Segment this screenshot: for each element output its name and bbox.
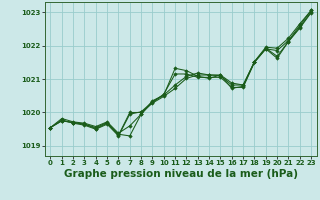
X-axis label: Graphe pression niveau de la mer (hPa): Graphe pression niveau de la mer (hPa) [64, 169, 298, 179]
